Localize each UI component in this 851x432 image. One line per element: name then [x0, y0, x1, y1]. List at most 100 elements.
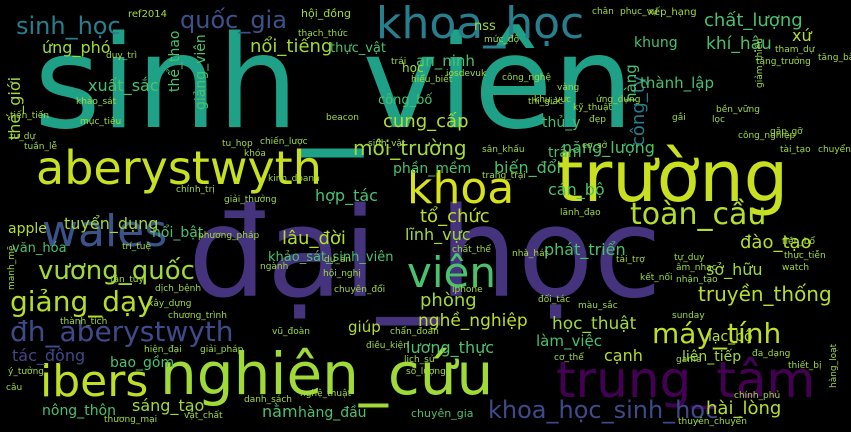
word: apple [8, 221, 47, 237]
word: hiện_đại [144, 345, 182, 355]
word: tuần_lễ [24, 142, 57, 152]
word: chiến_lược [260, 137, 308, 147]
word: trái [391, 57, 407, 67]
word: toàn_cầu [630, 197, 767, 232]
word: tác_động [12, 346, 86, 365]
word: nss [474, 19, 496, 34]
word: gắi [672, 113, 686, 123]
word: thương_mại [104, 415, 158, 425]
word: lĩnh_vực [405, 225, 471, 244]
word: ứng_phó [42, 38, 111, 57]
word: xứ [792, 26, 812, 45]
word: tiến_tiến [10, 111, 50, 121]
word: chất_lượng [704, 10, 803, 31]
word: ứng_dụng [596, 95, 641, 105]
word: làm_việc [536, 332, 602, 350]
word: khảo_sát [76, 97, 117, 107]
word: sở_hữu [706, 260, 763, 279]
word: lịch_sử [404, 355, 435, 365]
word: cơ_sở [582, 141, 608, 151]
word: công_bố [378, 93, 433, 108]
word: thiết_bị [788, 361, 822, 371]
word: tận_tuy [110, 275, 144, 285]
word: đại_học [188, 182, 662, 326]
word: điều_kiện [366, 341, 409, 351]
word: viên [407, 248, 496, 297]
word: hàng_loạt [829, 343, 839, 388]
word: watch [782, 263, 810, 273]
word: đào_tạo [740, 232, 812, 253]
word: tăng_bà [818, 53, 851, 63]
word: vật_chất [184, 411, 223, 421]
word: beacon [326, 113, 359, 123]
word: aberystwyth [36, 141, 322, 195]
word: thực_vật [330, 41, 386, 56]
word: chuyên_đổi [334, 285, 386, 295]
word: tài_trợ [616, 255, 645, 265]
word: truyền_thống [698, 282, 832, 306]
word: biến_đổi [494, 158, 561, 177]
word: dự_án [324, 255, 352, 265]
word: giảm_thiểu [755, 38, 765, 88]
word: chương_trình [168, 311, 227, 321]
word: mức_độ [484, 35, 520, 45]
word: khóa [244, 149, 266, 159]
word: iphone [452, 285, 483, 295]
word: nổi_tiếng [250, 36, 333, 57]
word: giải_pháp [200, 345, 244, 355]
word: chuyên_gia [411, 407, 474, 420]
word: kết_nối [640, 273, 673, 283]
word: duy_trì [106, 51, 137, 61]
word: khu_vực [534, 95, 572, 105]
word: liên_tiếp [682, 349, 742, 365]
word: phương_pháp [198, 231, 260, 241]
word: đh_aberystwyth [10, 315, 234, 348]
word: cán_bộ [548, 180, 605, 199]
word: xếp_hạng [648, 7, 697, 18]
word: sinh_vật [368, 139, 406, 149]
word: tổ_chức [420, 206, 490, 227]
word: lọc [712, 115, 725, 125]
word: manh_mẽ [7, 245, 17, 291]
word: hiểu_biết [411, 75, 453, 85]
word: sân_khấu [482, 145, 525, 155]
word: phục_vụ [620, 7, 658, 17]
word: phát_triển [544, 240, 626, 259]
word: kinh_doanh [268, 174, 320, 184]
word: mục_tiêu [80, 117, 122, 127]
word: nghề_nghiệp [418, 311, 528, 331]
word: thi_giác [528, 97, 563, 107]
word: vương_quốc [38, 256, 195, 286]
word: sáng_tạo [132, 396, 205, 415]
word: câu [6, 383, 23, 393]
word: thành_lập [640, 74, 714, 92]
word: khoa [407, 163, 515, 214]
word: bao_gồm [110, 355, 175, 371]
word: môi_trường [353, 136, 467, 160]
word: kỹ_thuật [573, 103, 613, 113]
word: thuyên_chuyển [678, 417, 747, 427]
word: chuyển [818, 145, 851, 155]
word: xây_dựng [148, 299, 192, 309]
word: số_lượng [406, 367, 446, 377]
word: nhận_tạo [676, 275, 718, 285]
word: an_ninh [416, 52, 475, 70]
word: trường [556, 136, 789, 218]
word: ý_tưởng [8, 367, 44, 377]
word: cơ_thể [554, 353, 584, 363]
word: tư_dự [10, 132, 36, 142]
word: chính_phủ [734, 391, 781, 401]
word: ref2014 [128, 9, 168, 20]
word: trí_tuệ [122, 242, 151, 252]
word: gặp_gỡ [770, 127, 803, 137]
word: hội_đồng [301, 7, 351, 20]
word: sinh_viên [34, 9, 634, 158]
word: cung_cấp [383, 111, 469, 132]
word: khảo_sát_sinh_viên [268, 250, 394, 265]
word: nông_thôn [42, 403, 116, 419]
word: nghiên_cứu [160, 340, 494, 408]
word: lãnh_đạo [560, 208, 601, 218]
word: thực_tiễn [784, 251, 826, 261]
word: vàng [557, 83, 580, 93]
